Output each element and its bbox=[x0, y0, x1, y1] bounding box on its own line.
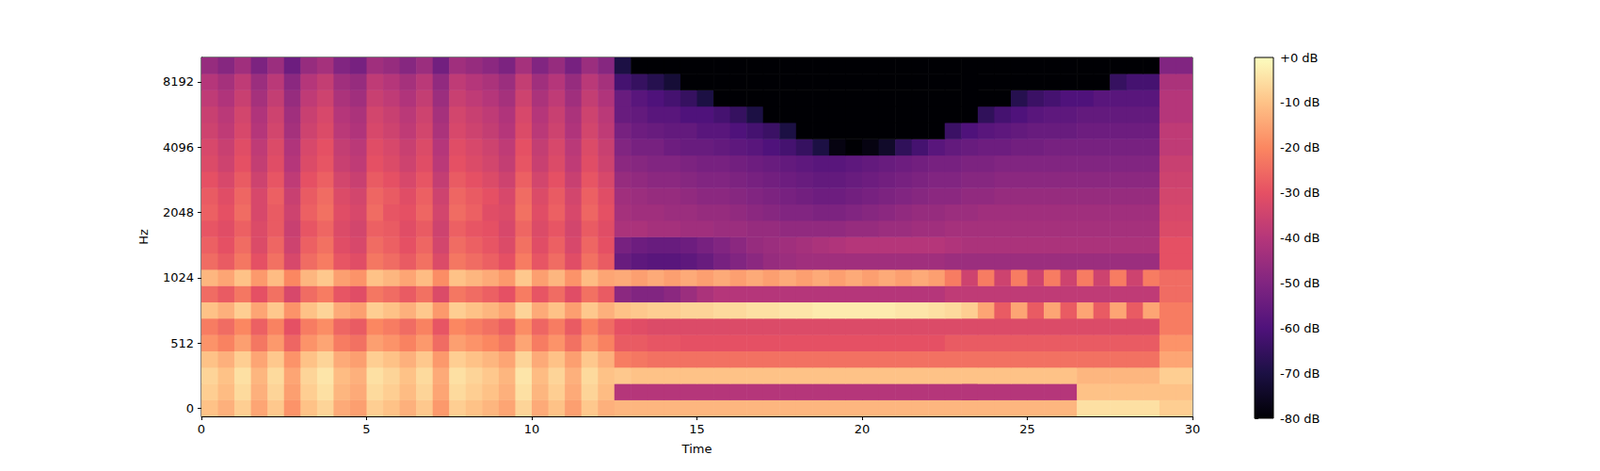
svg-text:Time: Time bbox=[681, 441, 713, 456]
svg-text:4096: 4096 bbox=[162, 140, 194, 155]
svg-text:-50 dB: -50 dB bbox=[1280, 275, 1321, 290]
svg-text:5: 5 bbox=[362, 421, 370, 436]
svg-text:15: 15 bbox=[688, 421, 705, 436]
svg-text:-60 dB: -60 dB bbox=[1280, 320, 1321, 336]
svg-text:2048: 2048 bbox=[162, 205, 194, 220]
svg-text:Hz: Hz bbox=[136, 228, 151, 245]
svg-text:-10 dB: -10 dB bbox=[1280, 95, 1321, 110]
svg-text:8192: 8192 bbox=[162, 74, 194, 89]
svg-text:-30 dB: -30 dB bbox=[1280, 185, 1321, 200]
svg-text:30: 30 bbox=[1184, 421, 1201, 436]
svg-text:25: 25 bbox=[1019, 421, 1036, 436]
svg-text:+0 dB: +0 dB bbox=[1280, 50, 1318, 65]
svg-text:-80 dB: -80 dB bbox=[1280, 411, 1321, 426]
svg-text:0: 0 bbox=[186, 400, 194, 416]
svg-text:-40 dB: -40 dB bbox=[1280, 230, 1321, 245]
svg-text:-20 dB: -20 dB bbox=[1280, 140, 1321, 155]
svg-text:10: 10 bbox=[524, 421, 541, 436]
svg-text:20: 20 bbox=[854, 421, 871, 436]
svg-text:0: 0 bbox=[197, 421, 206, 436]
svg-text:-70 dB: -70 dB bbox=[1280, 366, 1321, 381]
svg-text:1024: 1024 bbox=[162, 270, 194, 285]
svg-text:512: 512 bbox=[170, 336, 194, 351]
